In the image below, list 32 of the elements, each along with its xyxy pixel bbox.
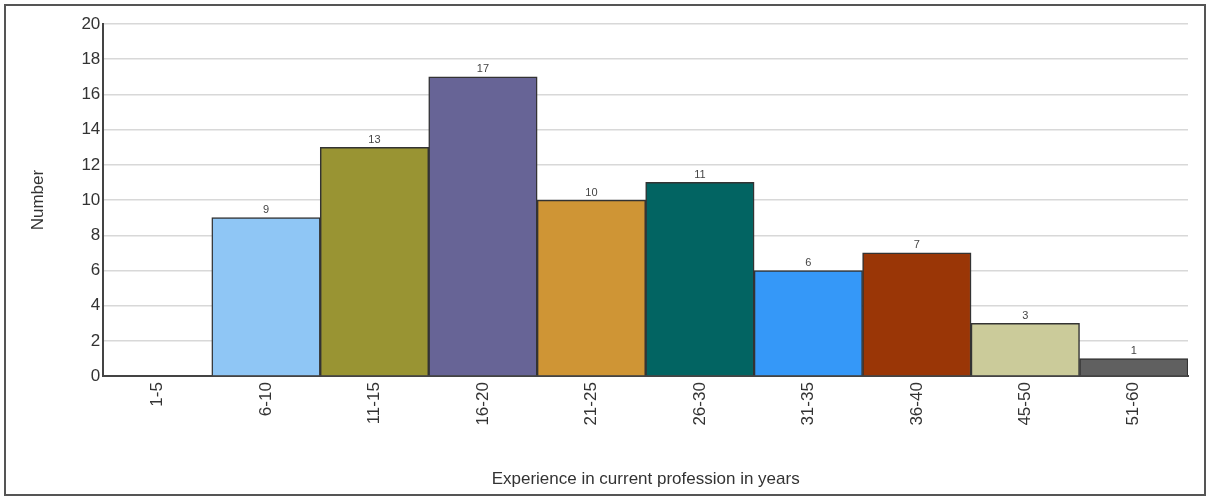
data-label: 10	[585, 185, 598, 198]
x-tick-label: 1-5	[147, 382, 167, 407]
y-tick-label: 20	[81, 13, 101, 33]
y-tick-label: 12	[81, 154, 101, 174]
data-label: 17	[476, 62, 490, 75]
x-axis-title: Experience in current profession in years	[491, 469, 800, 489]
y-tick-label: 6	[90, 260, 101, 280]
x-tick-label: 6-10	[255, 382, 275, 417]
data-label: 1	[1130, 344, 1137, 357]
x-tick-label: 45-50	[1014, 382, 1034, 426]
x-tick-label: 11-15	[364, 382, 384, 425]
data-label: 3	[1022, 308, 1029, 321]
data-label: 6	[805, 256, 812, 269]
x-tick-label: 26-30	[689, 382, 709, 426]
y-tick-label: 16	[81, 84, 101, 104]
y-tick-label: 0	[90, 365, 101, 385]
y-axis-title: Number	[27, 169, 47, 231]
x-tick-label: 51-60	[1123, 382, 1143, 426]
y-tick-label: 10	[81, 189, 101, 209]
y-tick-label: 14	[81, 119, 101, 139]
data-label: 13	[368, 132, 381, 145]
x-tick-label: 16-20	[472, 382, 492, 426]
x-tick-label: 31-35	[798, 382, 818, 426]
data-label: 9	[262, 203, 270, 216]
y-tick-label: 8	[90, 224, 101, 244]
y-tick-label: 18	[81, 48, 101, 68]
data-label: 11	[694, 167, 706, 180]
y-tick-label: 4	[90, 295, 101, 315]
data-label: 7	[913, 238, 920, 251]
y-tick-label: 2	[90, 330, 101, 350]
x-tick-label: 21-25	[581, 382, 601, 426]
x-tick-label: 36-40	[906, 382, 926, 426]
